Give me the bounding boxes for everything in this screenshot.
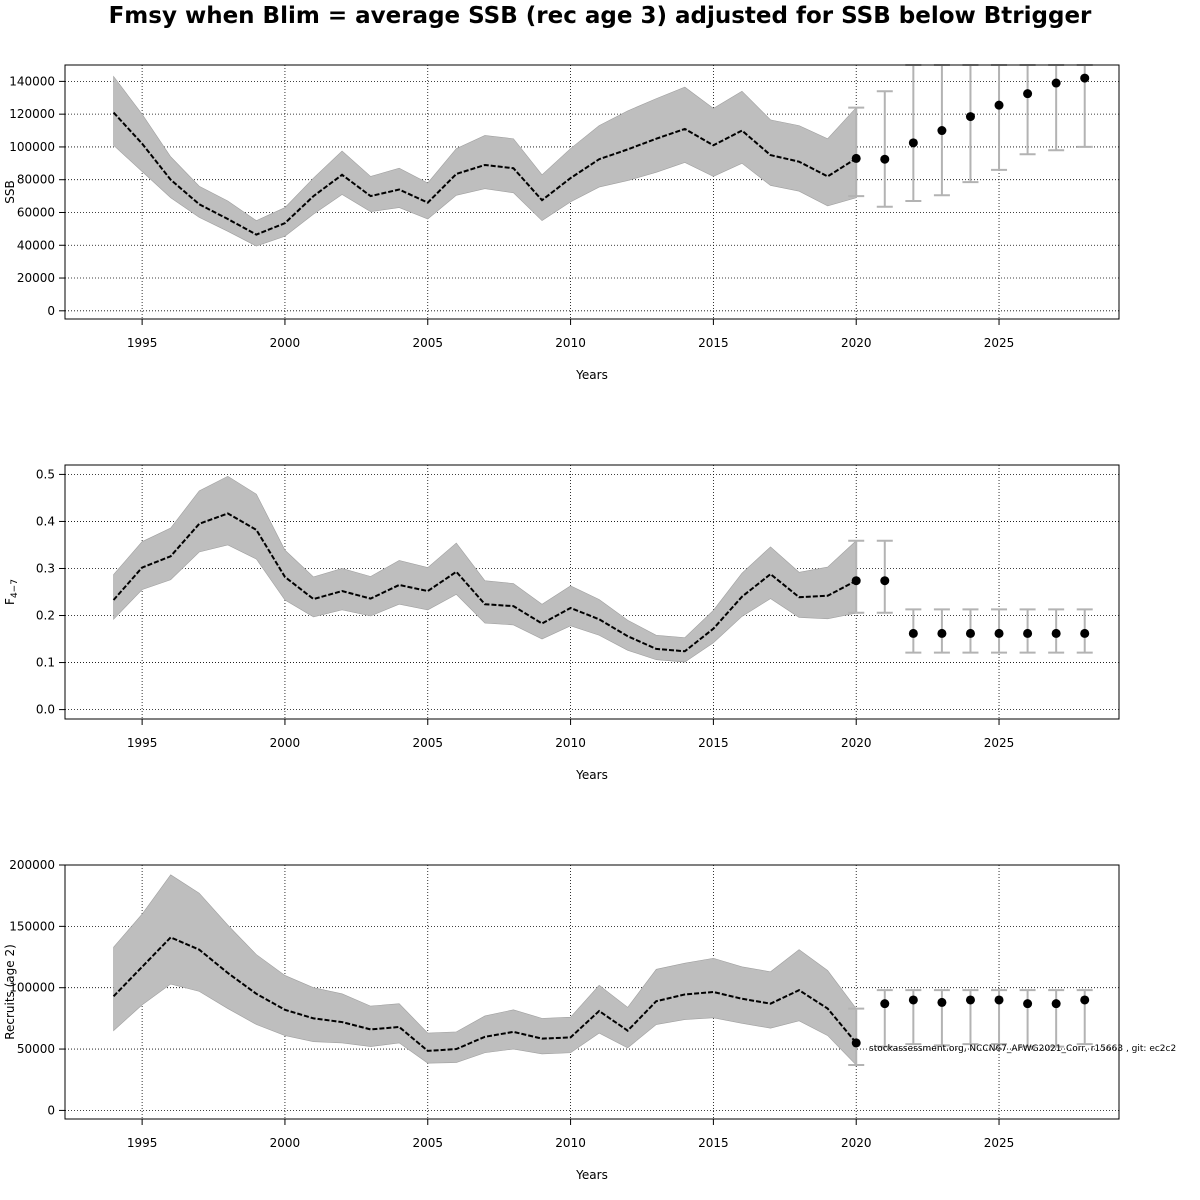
x-tick-label: 2015 xyxy=(698,1136,729,1150)
x-tick-label: 1995 xyxy=(127,736,158,750)
estimate-line xyxy=(112,512,857,653)
y-tick-label: 0.1 xyxy=(36,656,55,670)
forecast-point xyxy=(880,576,890,586)
x-tick-label: 2020 xyxy=(841,736,872,750)
y-tick-label: 60000 xyxy=(17,205,55,219)
y-tick-label: 0 xyxy=(47,304,55,318)
x-tick-label: 2005 xyxy=(412,1136,443,1150)
y-tick-label: 80000 xyxy=(17,173,55,187)
y-tick-label: 100000 xyxy=(9,981,55,995)
x-tick-label: 2025 xyxy=(984,336,1015,350)
x-tick-label: 2010 xyxy=(555,736,586,750)
forecast-point xyxy=(880,154,890,164)
forecast-point xyxy=(851,576,861,586)
y-tick-label: 20000 xyxy=(17,271,55,285)
forecast-point xyxy=(908,138,918,148)
confidence-band xyxy=(113,75,857,247)
x-tick-label: 2000 xyxy=(270,1136,301,1150)
x-tick-label: 2010 xyxy=(555,1136,586,1150)
forecast-point xyxy=(965,112,975,122)
x-tick-label: 2005 xyxy=(412,336,443,350)
forecast-point xyxy=(851,153,861,163)
panel-3: 1995 2000 2005 2010 2015 2020 2025 0 50000 100000… xyxy=(3,858,1120,1182)
y-tick-label: 100000 xyxy=(9,140,55,154)
y-tick-label: 0.2 xyxy=(36,609,55,623)
x-tick-label: 2000 xyxy=(270,336,301,350)
forecast-point xyxy=(1051,999,1061,1009)
forecast-point xyxy=(994,995,1004,1005)
forecast-point xyxy=(908,995,918,1005)
confidence-band xyxy=(113,475,857,663)
forecast-point xyxy=(965,628,975,638)
plot-frame xyxy=(64,864,1120,1120)
x-tick-label: 2005 xyxy=(412,736,443,750)
x-tick-label: 2000 xyxy=(270,736,301,750)
forecast-point xyxy=(880,999,890,1009)
x-axis-label: Years xyxy=(575,768,608,782)
forecast-point xyxy=(965,995,975,1005)
y-tick-label: 0.5 xyxy=(36,467,55,481)
x-tick-label: 1995 xyxy=(127,336,158,350)
forecast-point xyxy=(937,997,947,1007)
x-tick-label: 2020 xyxy=(841,336,872,350)
y-tick-label: 0 xyxy=(47,1103,55,1117)
chart-title: Fmsy when Blim = average SSB (rec age 3)… xyxy=(108,3,1092,29)
y-axis-label: F4−7 xyxy=(3,579,20,605)
x-tick-label: 2020 xyxy=(841,1136,872,1150)
x-tick-label: 2015 xyxy=(698,336,729,350)
forecast-point xyxy=(1080,628,1090,638)
forecast-point xyxy=(1023,89,1033,99)
y-tick-label: 120000 xyxy=(9,107,55,121)
forecast-point xyxy=(1051,628,1061,638)
y-tick-label: 140000 xyxy=(9,74,55,88)
y-axis-label: SSB xyxy=(3,180,17,203)
forecast-point xyxy=(937,628,947,638)
forecast-point xyxy=(994,100,1004,110)
panel-1: 1995 2000 2005 2010 2015 2020 2025 0 20000 40000 6… xyxy=(3,64,1120,382)
forecast-point xyxy=(937,126,947,136)
y-axis-label: Recruits (age 2) xyxy=(3,944,17,1040)
y-tick-label: 50000 xyxy=(17,1042,55,1056)
y-tick-label: 150000 xyxy=(9,919,55,933)
y-tick-label: 200000 xyxy=(9,858,55,872)
forecast-point xyxy=(994,628,1004,638)
estimate-line xyxy=(112,111,857,236)
plot-frame xyxy=(64,464,1120,720)
y-tick-label: 0.4 xyxy=(36,514,55,528)
forecast-point xyxy=(1023,999,1033,1009)
plot-frame xyxy=(64,64,1120,320)
panel-2: 1995 2000 2005 2010 2015 2020 2025 0.0 0.1 0.2 0.3… xyxy=(3,464,1120,782)
x-axis-label: Years xyxy=(575,1168,608,1182)
forecast-point xyxy=(1080,73,1090,83)
footnote-text: stockassessment.org, NCCN67_AFWG2021_Cor… xyxy=(869,1044,1176,1054)
x-tick-label: 2010 xyxy=(555,336,586,350)
x-tick-label: 2015 xyxy=(698,736,729,750)
y-tick-label: 0.3 xyxy=(36,561,55,575)
forecast-point xyxy=(1023,628,1033,638)
forecast-point xyxy=(1051,78,1061,88)
estimate-line xyxy=(112,936,857,1052)
x-tick-label: 1995 xyxy=(127,1136,158,1150)
forecast-point xyxy=(908,628,918,638)
x-tick-label: 2025 xyxy=(984,736,1015,750)
y-tick-label: 0.0 xyxy=(36,703,55,717)
x-axis-label: Years xyxy=(575,368,608,382)
forecast-point xyxy=(1080,995,1090,1005)
x-tick-label: 2025 xyxy=(984,1136,1015,1150)
y-tick-label: 40000 xyxy=(17,238,55,252)
forecast-point xyxy=(851,1038,861,1048)
